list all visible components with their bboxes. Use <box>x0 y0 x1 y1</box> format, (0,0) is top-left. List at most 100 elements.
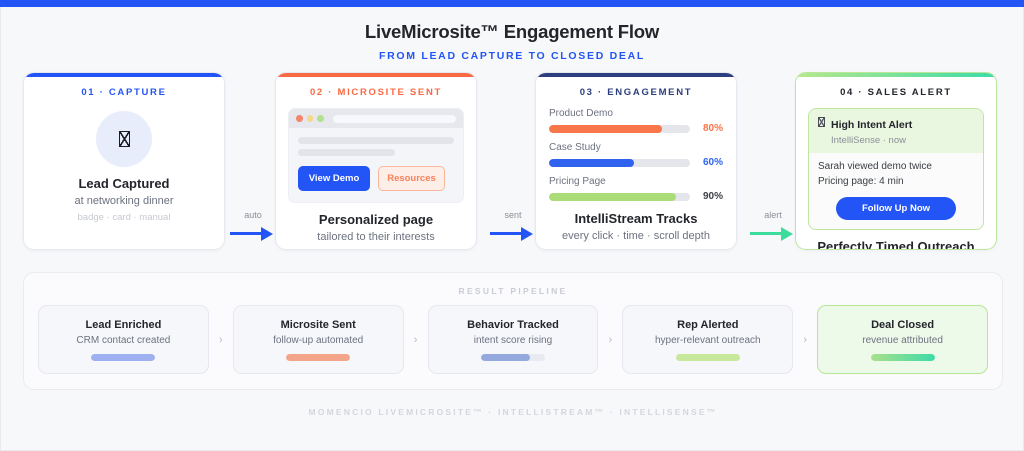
card-subtitle: tailored to their interests <box>317 231 435 243</box>
traffic-light-red-icon <box>296 115 303 122</box>
missing-glyph-box-icon <box>118 131 130 147</box>
card-title: Lead Captured <box>78 176 170 191</box>
metric-value: 80% <box>702 123 723 134</box>
traffic-light-yellow-icon <box>306 115 313 122</box>
connector-alert: alert <box>747 210 799 250</box>
pipeline-item-subtitle: follow-up automated <box>273 334 364 346</box>
header: LiveMicrosite™ Engagement Flow FROM LEAD… <box>1 7 1023 62</box>
pipeline-item-title: Rep Alerted <box>677 318 739 331</box>
card-title: Personalized page <box>318 212 434 227</box>
browser-url-bar[interactable] <box>332 114 456 123</box>
notification-meta: IntelliSense · now <box>831 135 906 146</box>
browser-mockup: View Demo Resources <box>288 108 464 203</box>
notification-body: Sarah viewed demo twice Pricing page: 4 … <box>809 153 983 189</box>
connector-label: auto <box>244 210 262 220</box>
skeleton-line <box>298 149 395 156</box>
connector-label: sent <box>504 210 522 220</box>
chevron-right-icon: › <box>608 333 613 346</box>
pipeline-item-subtitle: revenue attributed <box>862 334 943 346</box>
footer-brands: MOMENCIO LIVEMICROSITE™ · INTELLISTREAM™… <box>308 407 718 417</box>
connector-shaft <box>230 232 264 235</box>
connector-sent: sent <box>487 210 539 250</box>
pipeline-item-lead-enriched[interactable]: Lead Enriched CRM contact created <box>38 305 209 374</box>
metric-label: Product Demo <box>549 108 613 119</box>
card-accent-bar <box>796 73 996 77</box>
flow-card-microsite[interactable]: 02 · MICROSITE SENT View Demo Resources <box>275 72 477 250</box>
connector-shaft <box>490 232 524 235</box>
notification-title: High Intent Alert <box>831 119 913 131</box>
metric-row: Pricing Page 90% <box>549 176 723 202</box>
notification-line-2: Pricing page: 4 min <box>818 175 904 187</box>
pipeline-item-subtitle: CRM contact created <box>76 334 171 346</box>
metric-fill <box>549 192 676 201</box>
connector-label: alert <box>764 210 782 220</box>
connector-arrowhead-icon <box>521 226 533 241</box>
metric-value: 60% <box>702 157 723 168</box>
chevron-right-icon: › <box>803 333 808 346</box>
metric-row: Product Demo 80% <box>549 108 723 134</box>
metric-track <box>549 192 690 201</box>
browser-titlebar <box>289 109 463 128</box>
pipeline-item-bar-track <box>286 353 351 361</box>
metric-row: Case Study 60% <box>549 142 723 168</box>
pipeline-item-title: Microsite Sent <box>280 318 356 331</box>
pipeline-item-title: Behavior Tracked <box>467 318 559 331</box>
flow-card-sales-alert[interactable]: 04 · SALES ALERT High Intent Alert Intel… <box>795 72 997 250</box>
card-subtitle: at networking dinner <box>74 195 174 207</box>
metric-label: Case Study <box>549 142 601 153</box>
metric-label: Pricing Page <box>549 176 606 187</box>
flow-row: 01 · CAPTURE Lead Captured at networking… <box>1 72 1024 257</box>
alert-notification: High Intent Alert IntelliSense · now Sar… <box>808 108 984 230</box>
top-accent-bar <box>0 0 1024 7</box>
card-accent-bar <box>276 73 476 77</box>
flow-card-capture[interactable]: 01 · CAPTURE Lead Captured at networking… <box>23 72 225 250</box>
pipeline-item-microsite-sent[interactable]: Microsite Sent follow-up automated <box>232 305 404 374</box>
card-step-label: 03 · ENGAGEMENT <box>579 87 693 98</box>
pipeline-item-behavior-tracked[interactable]: Behavior Tracked intent score rising <box>427 305 599 374</box>
pipeline-item-bar-fill <box>91 353 156 361</box>
pipeline-row: Lead Enriched CRM contact created › Micr… <box>24 305 1002 374</box>
card-subtitle: every click · time · scroll depth <box>562 230 710 242</box>
notification-line-1: Sarah viewed demo twice <box>818 161 932 172</box>
metric-fill <box>549 158 634 167</box>
flow-card-engagement[interactable]: 03 · ENGAGEMENT Product Demo 80% Case St… <box>535 72 737 250</box>
skeleton-line <box>298 137 454 144</box>
pipeline-item-subtitle: intent score rising <box>473 334 553 346</box>
page-subtitle: FROM LEAD CAPTURE TO CLOSED DEAL <box>379 50 645 62</box>
view-demo-button[interactable]: View Demo <box>298 166 370 191</box>
browser-content: View Demo Resources <box>289 128 463 202</box>
card-step-label: 04 · SALES ALERT <box>840 87 952 98</box>
card-meta: badge · card · manual <box>77 212 171 223</box>
metric-fill <box>549 124 662 133</box>
pipeline-item-deal-closed[interactable]: Deal Closed revenue attributed <box>817 305 988 374</box>
pipeline-item-bar-fill <box>286 353 351 361</box>
card-title: Perfectly Timed Outreach <box>817 239 975 250</box>
metric-track <box>549 158 690 167</box>
pipeline-item-title: Lead Enriched <box>85 318 162 331</box>
pipeline-item-bar-track <box>91 353 156 361</box>
pipeline-item-bar-track <box>480 353 545 361</box>
connector-arrowhead-icon <box>261 226 273 241</box>
metric-value: 90% <box>702 191 723 202</box>
pipeline-item-bar-fill <box>480 353 530 361</box>
notification-header: High Intent Alert IntelliSense · now <box>809 109 983 153</box>
follow-up-now-button[interactable]: Follow Up Now <box>836 197 956 220</box>
pipeline-item-subtitle: hyper-relevant outreach <box>654 334 761 346</box>
connector-arrowhead-icon <box>781 226 793 241</box>
browser-button-row: View Demo Resources <box>298 166 454 191</box>
pipeline-item-rep-alerted[interactable]: Rep Alerted hyper-relevant outreach <box>622 305 794 374</box>
pipeline-item-bar-fill <box>870 353 935 361</box>
metric-track <box>549 124 690 133</box>
resources-button[interactable]: Resources <box>378 166 445 191</box>
pipeline-label: RESULT PIPELINE <box>458 286 568 296</box>
chevron-right-icon: › <box>218 333 223 346</box>
missing-glyph-box-icon <box>818 117 825 127</box>
engagement-metrics: Product Demo 80% Case Study <box>536 98 736 202</box>
capture-icon-circle <box>96 111 152 167</box>
pipeline-item-bar-track <box>870 353 935 361</box>
card-step-label: 02 · MICROSITE SENT <box>309 87 443 98</box>
pipeline-item-bar-fill <box>675 353 740 361</box>
stage: LiveMicrosite™ Engagement Flow FROM LEAD… <box>0 7 1024 451</box>
traffic-light-green-icon <box>317 115 324 122</box>
